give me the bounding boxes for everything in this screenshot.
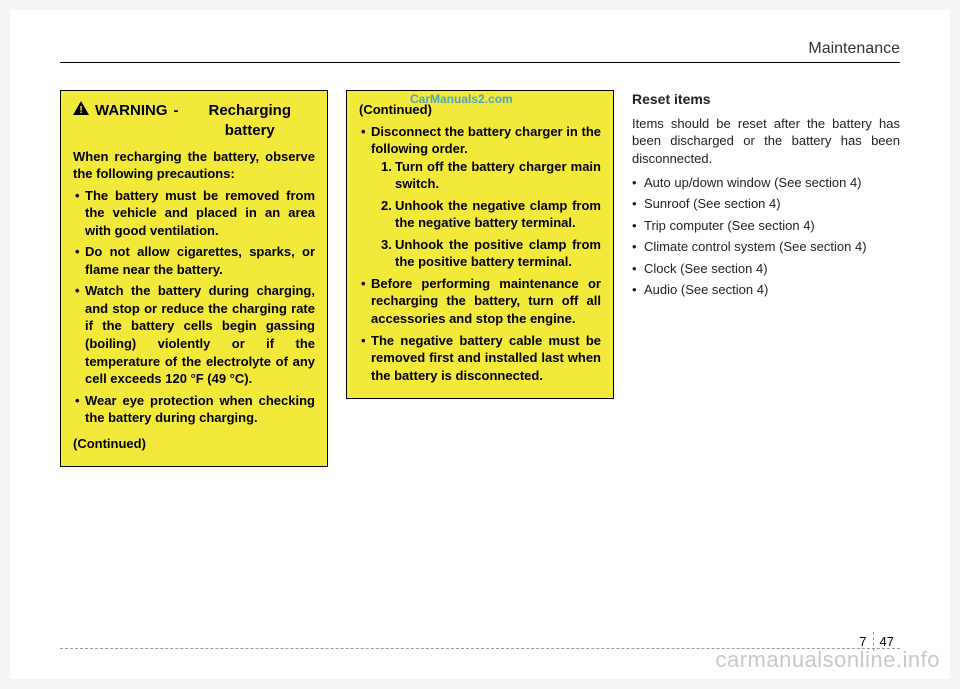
warning-dash: - <box>174 101 179 121</box>
column-3: Reset items Items should be reset after … <box>632 90 900 467</box>
reset-item: Sunroof (See section 4) <box>632 195 900 213</box>
warning-item: The battery must be removed from the veh… <box>73 187 315 240</box>
step-item: Unhook the positive clamp from the posit… <box>381 236 601 271</box>
reset-item: Audio (See section 4) <box>632 281 900 299</box>
svg-text:!: ! <box>79 105 82 115</box>
content-columns: ! WARNING - Recharging battery When rech… <box>60 90 900 467</box>
reset-heading: Reset items <box>632 90 900 109</box>
bullet-text: Disconnect the battery charger in the fo… <box>371 124 601 157</box>
reset-item: Climate control system (See section 4) <box>632 238 900 256</box>
warning-item: Disconnect the battery charger in the fo… <box>359 123 601 271</box>
warning-body-1: When recharging the battery, observe the… <box>73 148 315 453</box>
warning-body-2: (Continued) Disconnect the battery charg… <box>359 101 601 384</box>
warning-intro: When recharging the battery, observe the… <box>73 148 315 183</box>
ordered-steps: Turn off the battery charger main switch… <box>371 158 601 271</box>
step-item: Turn off the battery charger main switch… <box>381 158 601 193</box>
warning-list-2: Disconnect the battery charger in the fo… <box>359 123 601 385</box>
watermark-top: CarManuals2.com <box>410 92 513 106</box>
reset-intro: Items should be reset after the battery … <box>632 115 900 168</box>
warning-item: Watch the battery during charging, and s… <box>73 282 315 387</box>
reset-item: Clock (See section 4) <box>632 260 900 278</box>
continued-label: (Continued) <box>73 435 315 453</box>
warning-item: Wear eye protection when checking the ba… <box>73 392 315 427</box>
warning-header: ! WARNING - Recharging battery <box>73 101 315 142</box>
warning-box-1: ! WARNING - Recharging battery When rech… <box>60 90 328 467</box>
header-rule <box>60 62 900 63</box>
warning-box-2: (Continued) Disconnect the battery charg… <box>346 90 614 399</box>
warning-item: Do not allow cigarettes, sparks, or flam… <box>73 243 315 278</box>
watermark-bottom: carmanualsonline.info <box>715 647 940 673</box>
manual-page: Maintenance CarManuals2.com ! WARNING - … <box>10 10 950 679</box>
reset-item: Trip computer (See section 4) <box>632 217 900 235</box>
section-title: Maintenance <box>798 40 900 58</box>
column-2: (Continued) Disconnect the battery charg… <box>346 90 614 467</box>
reset-item: Auto up/down window (See section 4) <box>632 174 900 192</box>
step-item: Unhook the negative clamp from the negat… <box>381 197 601 232</box>
warning-subtitle: Recharging battery <box>185 101 316 142</box>
reset-list: Auto up/down window (See section 4) Sunr… <box>632 174 900 299</box>
warning-triangle-icon: ! <box>73 101 89 115</box>
column-1: ! WARNING - Recharging battery When rech… <box>60 90 328 467</box>
warning-item: Before performing maintenance or recharg… <box>359 275 601 328</box>
warning-item: The negative battery cable must be remov… <box>359 332 601 385</box>
warning-label: WARNING <box>95 101 168 121</box>
warning-list-1: The battery must be removed from the veh… <box>73 187 315 427</box>
